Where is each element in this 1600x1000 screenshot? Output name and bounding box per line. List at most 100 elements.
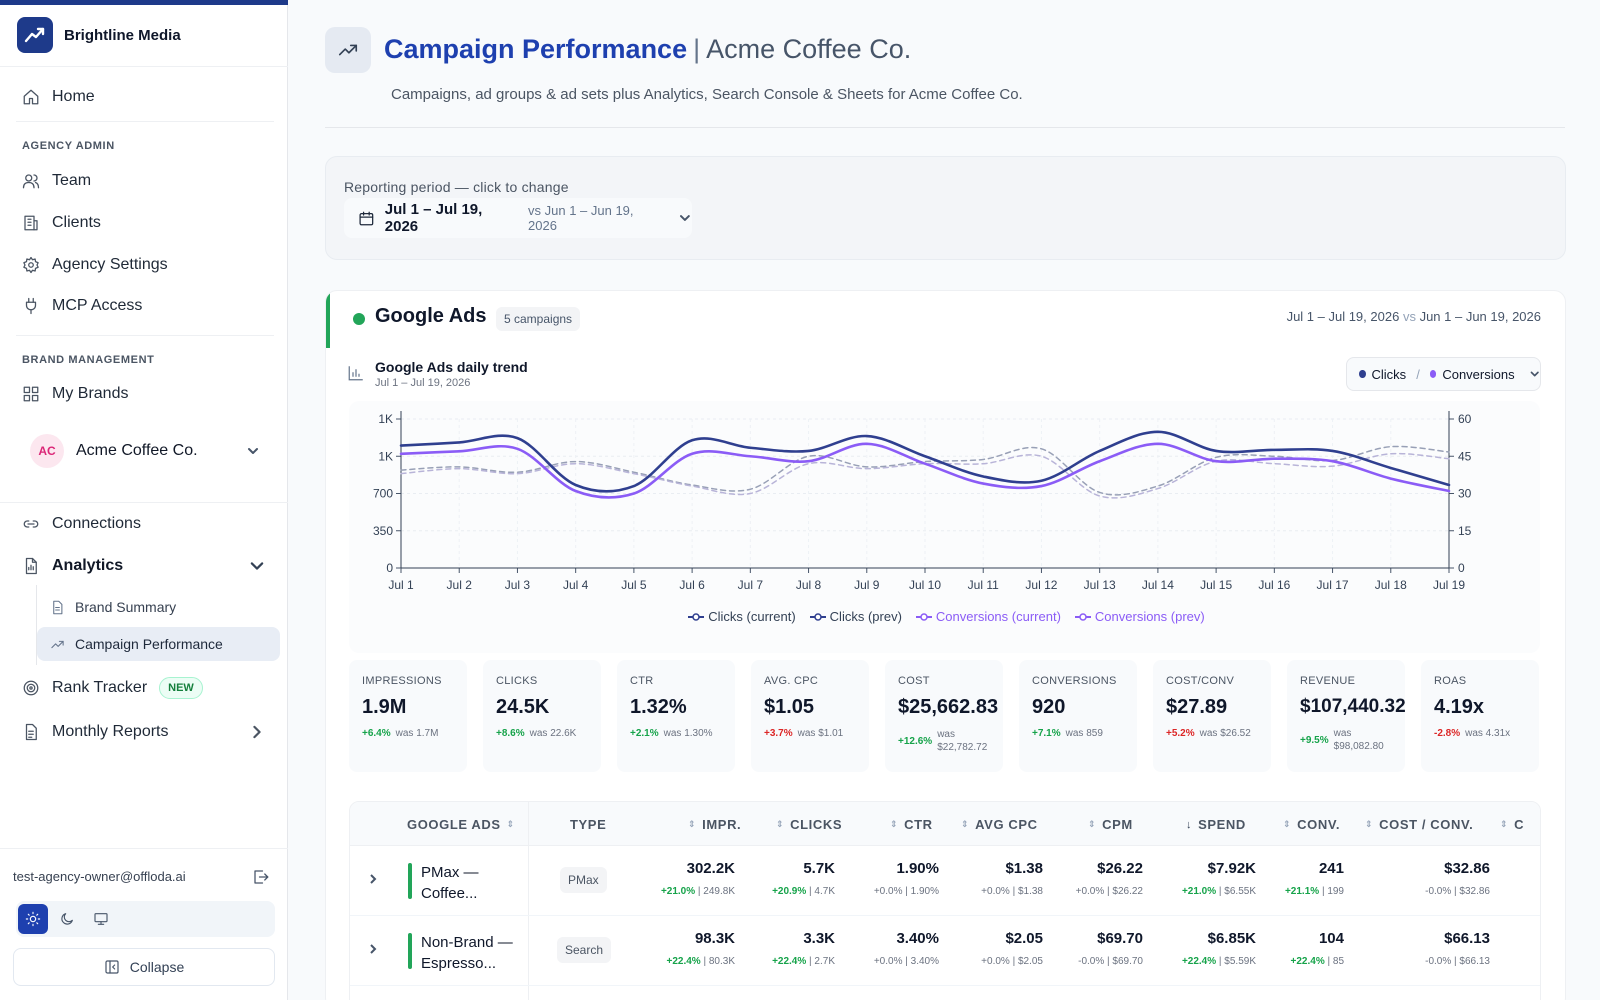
- column-label: AVG CPC: [975, 817, 1038, 832]
- nav-campaign-performance[interactable]: Campaign Performance: [37, 627, 280, 661]
- cell-value: 98.3K: [694, 930, 735, 947]
- y-right-tick-label: 60: [1458, 412, 1472, 426]
- table-row[interactable]: PMax — Coffee... PMax 302.2K +21.0% | 249…: [350, 846, 1540, 916]
- kpi-delta: +2.1% was 1.30%: [630, 728, 735, 739]
- nav-clients[interactable]: Clients: [22, 211, 101, 235]
- chevron-right-icon: [253, 725, 261, 739]
- column-header-more[interactable]: ⇕ C: [1500, 817, 1524, 832]
- nav-monthly-reports[interactable]: Monthly Reports: [22, 720, 266, 744]
- kpi-card: CLICKS 24.5K +8.6% was 22.6K: [483, 660, 601, 772]
- reporting-period-picker[interactable]: Jul 1 – Jul 19, 2026 vs Jun 1 – Jun 19, …: [344, 198, 692, 238]
- column-header-clicks[interactable]: ⇕ CLICKS: [776, 817, 842, 832]
- trend-logo-icon: [17, 17, 53, 53]
- kpi-value: $25,662.83: [898, 696, 999, 718]
- column-label: COST / CONV.: [1379, 817, 1474, 832]
- nav-home[interactable]: Home: [22, 85, 95, 109]
- campaign-name[interactable]: PMax — Coffee...: [421, 864, 479, 902]
- app-brand[interactable]: Brightline Media: [17, 17, 181, 53]
- campaign-name[interactable]: Non-Brand — Espresso...: [421, 934, 513, 972]
- nav-rank-tracker[interactable]: Rank Tracker NEW: [22, 676, 203, 700]
- status-dot: [353, 313, 365, 325]
- sort-icon: ⇕: [890, 819, 899, 829]
- plug-icon: [25, 297, 37, 315]
- column-header-avg-cpc[interactable]: ⇕ AVG CPC: [961, 817, 1038, 832]
- kpi-change: +6.4%: [362, 728, 391, 739]
- x-tick-label: Jul 6: [679, 578, 705, 592]
- cell-value: $26.22: [1097, 860, 1143, 877]
- nav-connections[interactable]: Connections: [22, 512, 141, 536]
- nav-team[interactable]: Team: [22, 169, 91, 193]
- chevron-right-icon[interactable]: [368, 944, 378, 954]
- target-icon: [23, 680, 39, 696]
- column-header-name[interactable]: GOOGLE ADS ⇕: [407, 817, 515, 832]
- trend-subtitle: Jul 1 – Jul 19, 2026: [375, 377, 471, 389]
- theme-system-button[interactable]: [86, 904, 116, 934]
- nav-analytics[interactable]: Analytics: [22, 554, 266, 578]
- column-header-type[interactable]: TYPE: [570, 817, 606, 832]
- table-row[interactable]: Non-Brand — Espresso... Search 98.3K +22.…: [350, 916, 1540, 986]
- legend-conversions-current[interactable]: Conversions (current): [915, 609, 1061, 624]
- y-left-tick-label: 350: [373, 524, 393, 538]
- theme-light-button[interactable]: [18, 904, 48, 934]
- kpi-card: ROAS 4.19x -2.8% was 4.31x: [1421, 660, 1539, 772]
- range-current: Jul 1 – Jul 19, 2026: [1286, 309, 1400, 324]
- legend-clicks-current[interactable]: Clicks (current): [688, 609, 796, 624]
- legend-conversions-prev[interactable]: Conversions (prev): [1074, 609, 1205, 624]
- kpi-value: 1.32%: [630, 696, 687, 718]
- campaign-type-badge: PMax: [560, 867, 607, 893]
- kpi-change: +8.6%: [496, 728, 525, 739]
- cell-delta: +22.4% | 80.3K: [667, 956, 736, 967]
- kpi-value: $27.89: [1166, 696, 1228, 718]
- y-right-tick-label: 45: [1458, 449, 1472, 463]
- column-label: GOOGLE ADS: [407, 817, 501, 832]
- cell-delta: +22.4% | $5.59K: [1182, 956, 1256, 967]
- x-tick-label: Jul 17: [1317, 578, 1349, 592]
- logout-icon[interactable]: [252, 868, 270, 886]
- collapse-sidebar-button[interactable]: Collapse: [13, 948, 275, 986]
- column-header-spend[interactable]: ↓ SPEND: [1186, 817, 1246, 832]
- kpi-card: CONVERSIONS 920 +7.1% was 859: [1019, 660, 1137, 772]
- nav-campaign-performance-label: Campaign Performance: [75, 636, 223, 652]
- column-header-conversions[interactable]: ⇕ CONV.: [1283, 817, 1340, 832]
- brand-selector[interactable]: AC Acme Coffee Co.: [30, 432, 260, 470]
- range-vs: vs: [1402, 309, 1416, 324]
- column-header-cpm[interactable]: ⇕ CPM: [1088, 817, 1133, 832]
- theme-dark-button[interactable]: [52, 904, 82, 934]
- kpi-label: COST/CONV: [1166, 675, 1235, 687]
- kpi-card: COST $25,662.83 +12.6% was $22,782.72: [885, 660, 1003, 772]
- nav-agency-settings[interactable]: Agency Settings: [22, 253, 168, 277]
- column-header-impressions[interactable]: ⇕ IMPR.: [688, 817, 741, 832]
- series-line-clicks-prev: [400, 445, 1450, 496]
- cell-value: 5.7K: [803, 860, 835, 877]
- sort-icon: ⇕: [961, 819, 970, 829]
- sort-icon: ⇕: [1365, 819, 1374, 829]
- cell-avg-cpc: $2.05 +0.0% | $2.05: [981, 930, 1043, 967]
- kpi-label: CTR: [630, 675, 654, 687]
- column-header-cost-per-conv[interactable]: ⇕ COST / CONV.: [1365, 817, 1473, 832]
- trend-chart: 0 350 700 1K 1K 0 15 30 45 60 Jul 1 Jul 2 Jul 3 Jul 4…: [373, 411, 1472, 592]
- column-header-ctr[interactable]: ⇕ CTR: [890, 817, 933, 832]
- nav-my-brands[interactable]: My Brands: [22, 382, 128, 406]
- document-icon: [53, 600, 63, 614]
- kpi-value: 4.19x: [1434, 696, 1485, 718]
- clicks-dot: [1359, 370, 1366, 378]
- nav-brand-summary[interactable]: Brand Summary: [50, 596, 176, 618]
- page-subtitle: Campaigns, ad groups & ad sets plus Anal…: [391, 86, 1023, 103]
- kpi-value: $1.05: [764, 696, 815, 718]
- chevron-down-icon: [250, 562, 264, 570]
- kpi-delta: +3.7% was $1.01: [764, 728, 869, 739]
- cell-previous: | $26.22: [1107, 886, 1143, 897]
- legend-clicks-prev[interactable]: Clicks (prev): [809, 609, 902, 624]
- metric-separator: /: [1416, 366, 1420, 382]
- metric-picker[interactable]: Clicks / Conversions: [1346, 357, 1541, 391]
- cell-delta: +22.4% | 85: [1291, 956, 1344, 967]
- nav-mcp-access[interactable]: MCP Access: [22, 294, 142, 318]
- cell-previous: | 85: [1327, 956, 1345, 967]
- x-tick-label: Jul 13: [1084, 578, 1116, 592]
- chevron-right-icon[interactable]: [368, 874, 378, 884]
- kpi-change: +12.6%: [898, 735, 933, 747]
- cell-change: +0.0%: [981, 956, 1010, 967]
- brand-avatar: AC: [30, 434, 64, 468]
- nav-rank-tracker-label: Rank Tracker: [52, 679, 148, 696]
- nav-monthly-reports-label: Monthly Reports: [52, 723, 169, 740]
